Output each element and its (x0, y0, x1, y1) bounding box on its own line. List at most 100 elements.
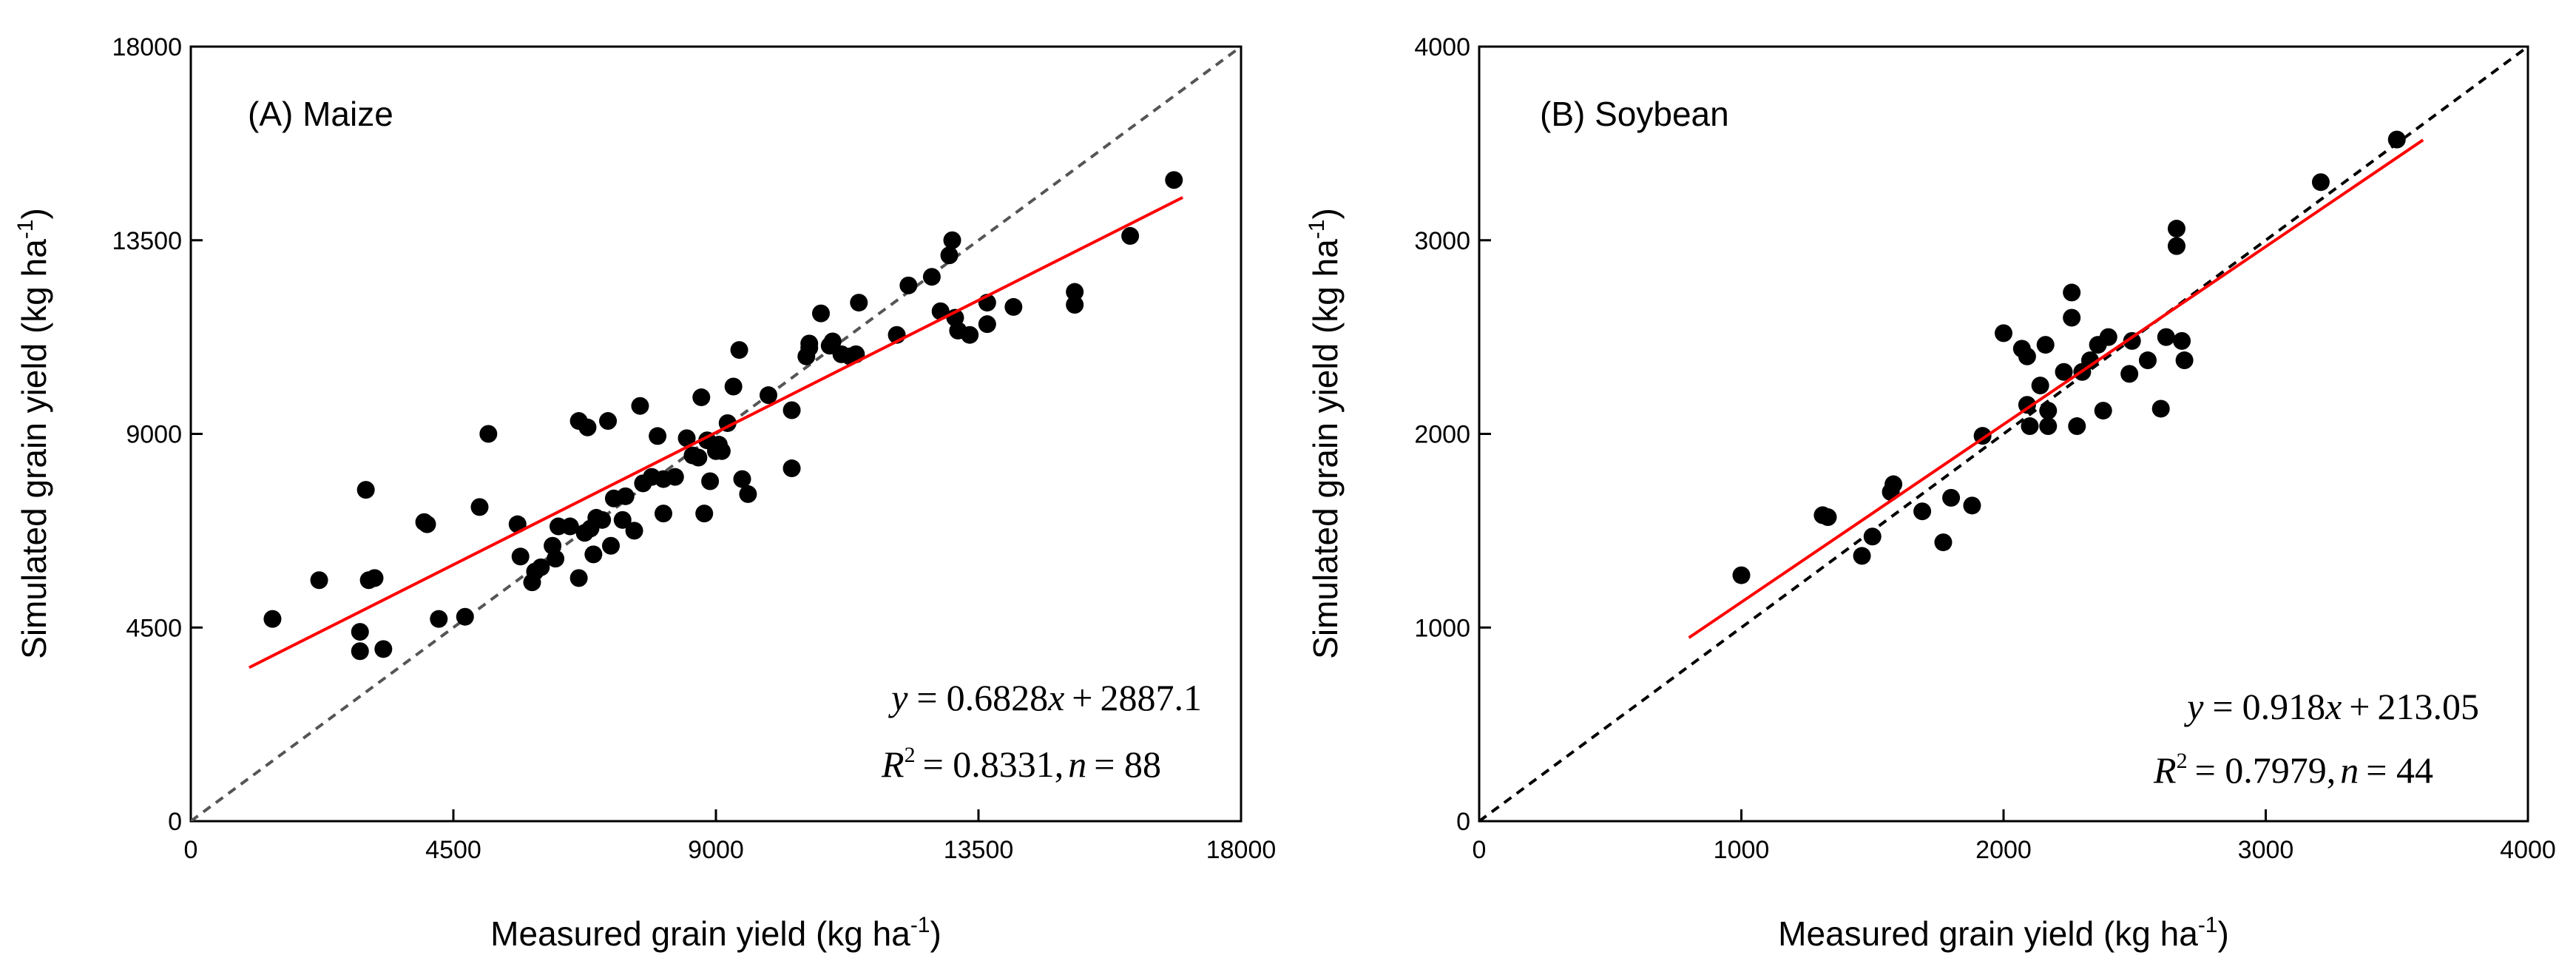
data-point (631, 397, 649, 415)
data-point (2157, 328, 2175, 346)
regression-line (1688, 138, 2424, 639)
data-point (922, 268, 941, 286)
data-point (2039, 417, 2058, 436)
x-tick-label: 4500 (425, 836, 481, 864)
data-point (613, 510, 632, 529)
x-tick-label: 2000 (1975, 836, 2032, 864)
data-point (695, 505, 714, 523)
data-point (1066, 283, 1084, 301)
data-point (677, 429, 696, 448)
data-point (263, 610, 282, 628)
x-axis-label: Measured grain yield (kg ha-1) (1778, 913, 2229, 953)
regression-line (248, 196, 1184, 670)
y-tick-label: 0 (168, 808, 182, 836)
panel-soybean: 0 1000 2000 3000 4000 0 1000 2000 3000 4000 (B) S… (1305, 33, 2556, 953)
data-point (310, 571, 328, 590)
data-point (2080, 351, 2099, 370)
y-tick-label: 1000 (1414, 614, 1470, 642)
data-point (943, 231, 961, 249)
y-axis-label: Simulated grain yield (kg ha-1) (13, 208, 53, 659)
data-point (351, 623, 369, 641)
data-point (2167, 237, 2185, 255)
data-point (692, 388, 711, 407)
data-point (593, 510, 612, 529)
regression-equation: y = 0.6828x +2887.1 (888, 677, 1202, 718)
data-point (569, 569, 588, 587)
data-point (899, 276, 918, 294)
y-tick-label: 3000 (1414, 227, 1470, 255)
data-point (823, 332, 842, 351)
data-point (1942, 488, 1961, 507)
data-point (1732, 566, 1751, 584)
data-point (666, 468, 684, 486)
data-point (655, 505, 672, 523)
data-point (532, 558, 550, 576)
data-point (733, 470, 751, 488)
data-point (1853, 547, 1871, 565)
data-point (351, 642, 369, 661)
data-point (2036, 336, 2055, 354)
data-point (456, 607, 474, 626)
y-tick-label: 18000 (112, 33, 182, 61)
data-point (961, 326, 979, 344)
data-point (479, 425, 498, 443)
data-point (2123, 331, 2141, 350)
data-point (2311, 173, 2330, 192)
y-tick-label: 9000 (126, 421, 182, 449)
x-tick-label: 18000 (1206, 836, 1277, 864)
data-point (625, 522, 643, 540)
data-point (561, 517, 579, 536)
data-point (1121, 226, 1140, 245)
r-squared-n-label: R2 = 0.7979, n = 44 (2153, 749, 2433, 791)
r-squared-n-label: R2 = 0.8331, n = 88 (881, 743, 1161, 785)
data-point (649, 427, 667, 445)
data-point (1165, 171, 1183, 189)
data-point (739, 485, 757, 503)
data-point (782, 459, 801, 478)
data-point (701, 472, 720, 490)
data-point (2063, 283, 2081, 302)
data-point (782, 401, 801, 419)
y-tick-label: 13500 (112, 227, 182, 255)
data-point (812, 304, 830, 323)
data-point (1004, 297, 1023, 316)
y-tick-label: 4000 (1414, 33, 1470, 61)
data-point (1913, 502, 1932, 521)
data-point (418, 515, 436, 533)
data-point (511, 547, 530, 566)
y-tick-label: 0 (1456, 808, 1470, 836)
data-point (760, 386, 777, 405)
data-point (940, 246, 959, 265)
data-point (2387, 130, 2406, 149)
data-point (689, 448, 708, 467)
data-point (2063, 308, 2081, 327)
data-point (2094, 402, 2112, 420)
data-point (2167, 220, 2185, 238)
data-point (1884, 475, 1903, 493)
data-point (2173, 331, 2191, 350)
data-point (2175, 351, 2194, 370)
data-point (470, 498, 489, 516)
x-tick-label: 0 (1473, 836, 1487, 864)
data-point (374, 640, 393, 658)
data-point (1066, 296, 1084, 314)
data-point (430, 610, 448, 628)
y-axis-label: Simulated grain yield (kg ha-1) (1305, 208, 1345, 659)
x-tick-label: 1000 (1714, 836, 1770, 864)
x-tick-label: 3000 (2238, 836, 2294, 864)
x-tick-label: 9000 (688, 836, 744, 864)
data-point (1863, 527, 1882, 546)
data-point (599, 412, 618, 431)
data-point (850, 294, 868, 312)
data-point (2055, 362, 2073, 381)
data-point (547, 550, 565, 568)
x-tick-label: 0 (184, 836, 198, 864)
data-point (978, 315, 996, 334)
data-point (616, 487, 635, 505)
y-tick-label: 4500 (126, 614, 182, 642)
data-point (2120, 365, 2139, 383)
data-point (356, 481, 375, 499)
data-point (2018, 347, 2036, 365)
data-point (1963, 496, 1981, 515)
